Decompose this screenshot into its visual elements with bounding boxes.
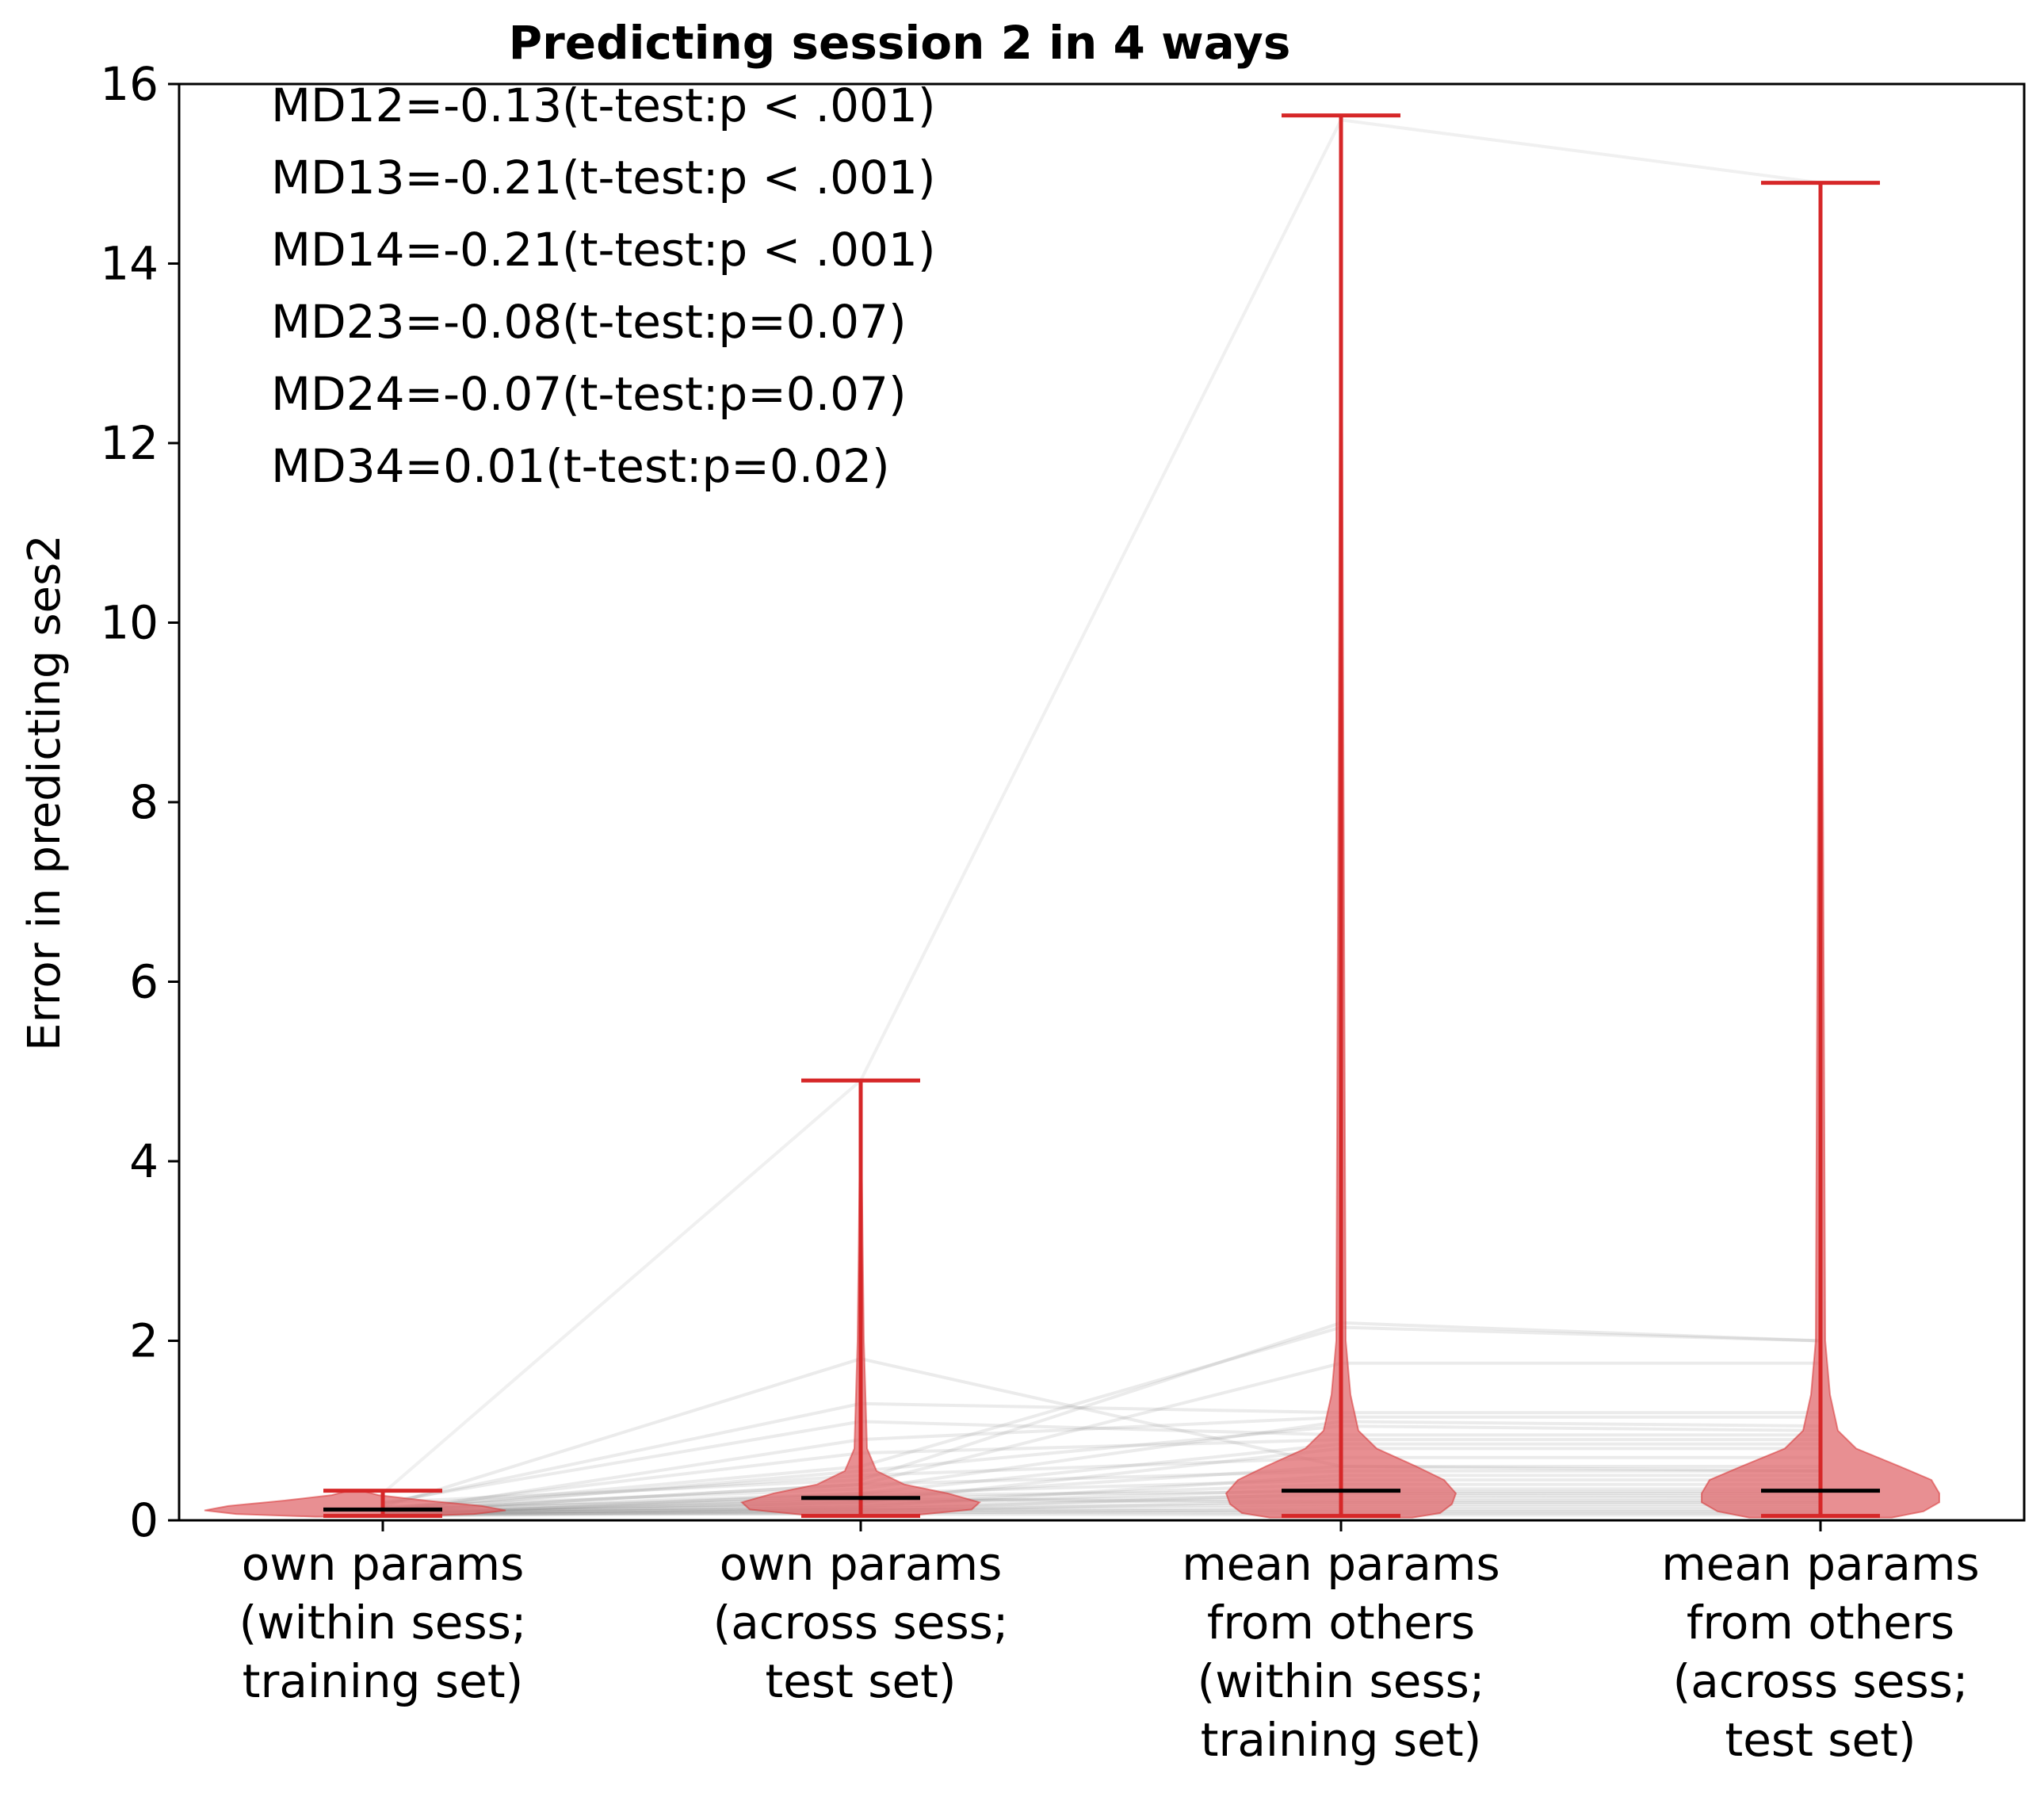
paired-line bbox=[382, 1505, 1820, 1514]
y-tick-label: 2 bbox=[129, 1314, 159, 1368]
x-tick-label: test set) bbox=[765, 1654, 956, 1708]
annotation-text: MD13=-0.21(t-test:p < .001) bbox=[271, 151, 935, 205]
x-tick-label: training set) bbox=[1201, 1713, 1481, 1767]
x-tick-label: (within sess; bbox=[1198, 1654, 1485, 1708]
paired-line bbox=[382, 1415, 1820, 1515]
x-tick-label: own params bbox=[242, 1537, 525, 1591]
paired-line bbox=[382, 1465, 1820, 1515]
x-tick-label: from others bbox=[1687, 1596, 1954, 1650]
x-tick-label: (across sess; bbox=[713, 1596, 1009, 1650]
paired-line bbox=[382, 1420, 1820, 1504]
paired-line bbox=[382, 1455, 1820, 1510]
paired-line bbox=[382, 1474, 1820, 1517]
y-tick-label: 8 bbox=[129, 775, 159, 829]
paired-line bbox=[382, 1401, 1820, 1506]
annotations: MD12=-0.13(t-test:p < .001) MD13=-0.21(t-… bbox=[271, 78, 935, 493]
x-tick-label: mean params bbox=[1661, 1537, 1979, 1591]
paired-line bbox=[382, 1499, 1820, 1517]
paired-line bbox=[382, 1496, 1820, 1513]
paired-line bbox=[382, 1489, 1820, 1512]
x-tick-label: training set) bbox=[243, 1654, 523, 1708]
paired-line bbox=[382, 1492, 1820, 1518]
x-tick-label: test set) bbox=[1725, 1713, 1916, 1767]
y-axis: 0 2 4 6 8 10 12 14 16 bbox=[100, 57, 179, 1547]
annotation-text: MD24=-0.07(t-test:p=0.07) bbox=[271, 367, 907, 421]
paired-line bbox=[382, 1497, 1820, 1511]
x-tick-label: mean params bbox=[1182, 1537, 1500, 1591]
chart-title: Predicting session 2 in 4 ways bbox=[509, 16, 1291, 70]
paired-line bbox=[382, 1357, 1821, 1508]
paired-line bbox=[381, 118, 1821, 1495]
paired-line bbox=[382, 1361, 1820, 1513]
y-tick-label: 6 bbox=[129, 955, 159, 1009]
medians-group bbox=[323, 113, 1880, 1518]
paired-line bbox=[382, 1325, 1821, 1512]
y-tick-label: 12 bbox=[100, 416, 159, 470]
y-tick-label: 0 bbox=[129, 1493, 159, 1547]
y-tick-label: 14 bbox=[100, 237, 159, 291]
paired-line bbox=[382, 1493, 1821, 1515]
annotation-text: MD34=0.01(t-test:p=0.02) bbox=[271, 439, 890, 493]
annotation-text: MD12=-0.13(t-test:p < .001) bbox=[271, 78, 935, 132]
paired-line bbox=[382, 1321, 1821, 1504]
x-tick-label: (within sess; bbox=[239, 1596, 527, 1650]
paired-line bbox=[382, 1420, 1821, 1508]
paired-line bbox=[382, 1447, 1820, 1513]
x-tick-label: own params bbox=[720, 1537, 1003, 1591]
paired-line bbox=[382, 1508, 1820, 1513]
paired-line bbox=[382, 1508, 1820, 1518]
paired-line bbox=[382, 1424, 1821, 1513]
annotation-text: MD23=-0.08(t-test:p=0.07) bbox=[271, 295, 907, 349]
x-tick-label: from others bbox=[1207, 1596, 1475, 1650]
paired-line bbox=[382, 1469, 1820, 1513]
paired-line bbox=[382, 1502, 1820, 1516]
y-tick-label: 10 bbox=[100, 596, 159, 650]
paired-line bbox=[382, 1487, 1820, 1516]
paired-lines-group bbox=[381, 118, 1821, 1518]
paired-line bbox=[382, 1482, 1820, 1514]
x-tick-label: (across sess; bbox=[1673, 1654, 1969, 1708]
paired-line bbox=[382, 1511, 1820, 1517]
violin-body bbox=[204, 1489, 506, 1518]
paired-line bbox=[382, 1510, 1820, 1517]
annotation-text: MD14=-0.21(t-test:p < .001) bbox=[271, 223, 935, 277]
paired-line bbox=[382, 1438, 1820, 1512]
y-tick-label: 16 bbox=[100, 57, 159, 111]
paired-line bbox=[382, 1442, 1820, 1518]
paired-line bbox=[382, 1478, 1820, 1512]
x-axis: own params(within sess;training set)own … bbox=[239, 1520, 1980, 1767]
y-axis-label: Error in predicting ses2 bbox=[19, 534, 71, 1051]
y-tick-label: 4 bbox=[129, 1134, 159, 1188]
